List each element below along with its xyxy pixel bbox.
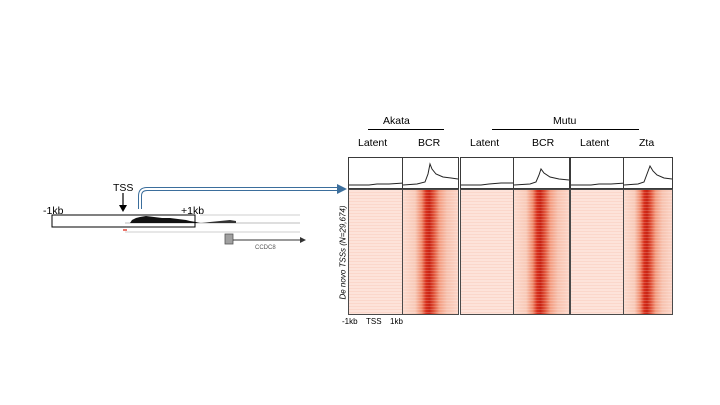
profile-panel-akata-latent	[348, 157, 405, 189]
column-label: Zta	[639, 137, 655, 149]
heatmap-mutu-zta	[623, 189, 673, 315]
profile-panel-mutu-latent-2	[570, 157, 627, 189]
profile-panel-mutu-latent	[460, 157, 517, 189]
heatmap-akata-latent	[348, 189, 405, 315]
heatmap-x-tick-tss: TSS	[366, 317, 382, 326]
column-label: BCR	[418, 137, 441, 149]
profile-panel-mutu-zta	[623, 157, 673, 189]
column-label: Latent	[470, 137, 500, 149]
profile-panel-mutu-bcr	[513, 157, 570, 189]
coverage-signal	[126, 216, 200, 223]
group-underline-akata	[368, 129, 444, 130]
heatmap-mutu-latent	[460, 189, 517, 315]
left-flank-label: -1kb	[43, 205, 64, 217]
coverage-signal-tail	[202, 220, 236, 223]
connector-arrow-icon	[138, 184, 347, 209]
column-label: Latent	[358, 137, 388, 149]
heatmap-akata-bcr	[402, 189, 459, 315]
column-label: BCR	[532, 137, 555, 149]
right-flank-label: +1kb	[181, 205, 205, 217]
tss-label: TSS	[113, 182, 134, 194]
gene-exon	[224, 233, 234, 245]
group-label-akata: Akata	[383, 115, 410, 127]
tss-arrow-icon	[119, 193, 127, 212]
group-underline-mutu	[492, 129, 639, 130]
gene-direction-arrow-icon	[300, 237, 306, 243]
tss-window-box	[51, 214, 196, 228]
heatmap-mutu-latent-2	[570, 189, 627, 315]
group-label-mutu: Mutu	[553, 115, 577, 127]
heatmap-x-tick-right: 1kb	[390, 317, 403, 326]
heatmap-mutu-bcr	[513, 189, 570, 315]
heatmap-x-tick-left: -1kb	[342, 317, 358, 326]
column-label: Latent	[580, 137, 610, 149]
genome-track-svg	[51, 214, 306, 245]
heatmap-y-axis-label: De novo TSSs (N=29,674)	[338, 205, 348, 300]
profile-panel-akata-bcr	[402, 157, 459, 189]
gene-label: CCDC8	[255, 245, 276, 251]
